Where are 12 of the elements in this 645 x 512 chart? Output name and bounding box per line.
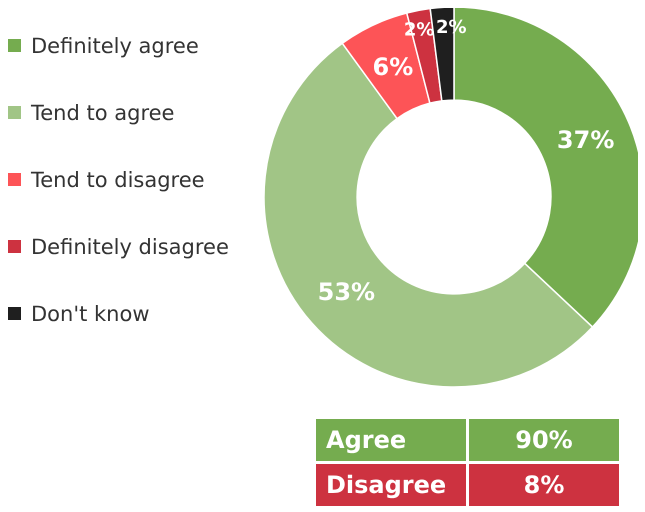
legend-label: Definitely agree xyxy=(31,34,199,58)
legend-label: Tend to agree xyxy=(31,100,174,124)
data-label: 6% xyxy=(372,53,414,82)
text: 90% xyxy=(469,419,619,461)
text: Agree xyxy=(316,419,466,461)
data-label: 37% xyxy=(556,126,614,154)
text: Disagree xyxy=(316,464,466,506)
text: 8% xyxy=(469,464,619,506)
legend-label: Tend to disagree xyxy=(31,168,205,192)
data-label: 53% xyxy=(318,278,376,306)
legend-label: Definitely disagree xyxy=(31,234,229,258)
legend-label: Don't know xyxy=(31,302,150,326)
